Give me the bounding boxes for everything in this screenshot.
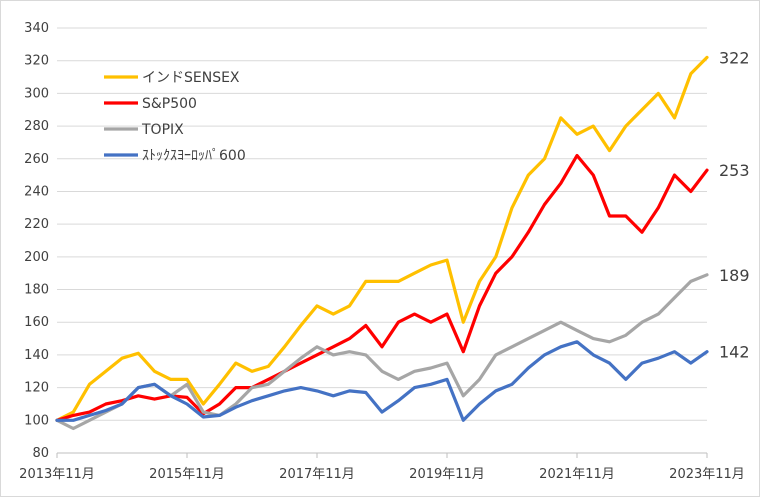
y-axis: 80 100 120 140 160 180 200 220 240 260 280 300 320 34…: [24, 21, 49, 461]
y-tick-label: 120: [24, 381, 49, 396]
grid-lines: [57, 27, 707, 454]
y-tick-label: 180: [24, 283, 49, 298]
y-tick-label: 220: [24, 217, 49, 232]
legend-label: TOPIX: [141, 122, 184, 138]
end-value-label: 253: [719, 161, 750, 180]
y-tick-label: 140: [24, 348, 49, 363]
legend-label: S&P500: [142, 96, 197, 112]
legend-label: インドSENSEX: [142, 70, 240, 86]
end-value-label: 322: [719, 48, 750, 67]
end-value-label: 142: [719, 343, 750, 362]
y-tick-label: 260: [24, 152, 49, 167]
y-tick-label: 240: [24, 184, 49, 199]
legend-label: ｽﾄｯｸｽﾖｰﾛｯﾊﾟ600: [142, 148, 246, 164]
series-line: [55, 273, 709, 431]
y-tick-label: 320: [24, 54, 49, 69]
series-line: [55, 153, 709, 422]
x-axis: 2013年11月 2015年11月 2017年11月 2019年11月 2021年11月…: [19, 452, 745, 482]
series-line: [55, 55, 709, 422]
y-tick-label: 280: [24, 119, 49, 134]
legend: インドSENSEX S&P500 TOPIX ｽﾄｯｸｽﾖｰﾛｯﾊﾟ600: [104, 70, 246, 164]
y-tick-label: 80: [32, 446, 49, 461]
x-tick-label: 2015年11月: [149, 467, 225, 482]
y-tick-label: 340: [24, 21, 49, 36]
y-tick-label: 100: [24, 413, 49, 428]
x-tick-label: 2013年11月: [19, 467, 95, 482]
end-value-label: 189: [719, 266, 750, 285]
x-tick-label: 2021年11月: [539, 467, 615, 482]
y-tick-label: 200: [24, 250, 49, 265]
series-lines: [55, 55, 709, 431]
x-tick-label: 2019年11月: [409, 467, 485, 482]
end-labels: 322 253 189 142: [719, 48, 750, 361]
series-line: [55, 340, 709, 422]
y-tick-label: 160: [24, 315, 49, 330]
x-tick-label: 2017年11月: [279, 467, 355, 482]
y-tick-label: 300: [24, 86, 49, 101]
x-tick-label: 2023年11月: [669, 467, 745, 482]
